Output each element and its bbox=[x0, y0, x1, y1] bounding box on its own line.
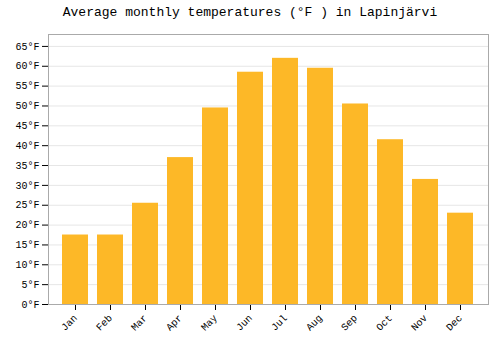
svg-text:Dec: Dec bbox=[444, 313, 465, 334]
svg-text:60°F: 60°F bbox=[15, 61, 39, 72]
svg-text:May: May bbox=[199, 313, 220, 334]
svg-text:20°F: 20°F bbox=[15, 220, 39, 231]
svg-text:15°F: 15°F bbox=[15, 240, 39, 251]
svg-text:Jun: Jun bbox=[234, 313, 255, 334]
svg-text:40°F: 40°F bbox=[15, 141, 39, 152]
svg-text:10°F: 10°F bbox=[15, 260, 39, 271]
svg-text:Jul: Jul bbox=[269, 313, 290, 334]
svg-text:25°F: 25°F bbox=[15, 200, 39, 211]
html-text:Average monthly temperatures (: Average monthly temperatures (°F ) in La… bbox=[62, 5, 438, 20]
svg-text:55°F: 55°F bbox=[15, 81, 39, 92]
svg-text:Mar: Mar bbox=[129, 313, 150, 334]
svg-text:45°F: 45°F bbox=[15, 121, 39, 132]
svg-text:50°F: 50°F bbox=[15, 101, 39, 112]
svg-text:Nov: Nov bbox=[409, 313, 430, 334]
svg-text:Feb: Feb bbox=[94, 313, 115, 334]
svg-text:30°F: 30°F bbox=[15, 181, 39, 192]
svg-text:65°F: 65°F bbox=[15, 42, 39, 53]
svg-text:Aug: Aug bbox=[304, 313, 325, 334]
svg-text:0°F: 0°F bbox=[21, 300, 39, 311]
svg-text:5°F: 5°F bbox=[21, 280, 39, 291]
svg-text:35°F: 35°F bbox=[15, 161, 39, 172]
svg-text:Sep: Sep bbox=[339, 313, 360, 334]
svg-text:Oct: Oct bbox=[374, 313, 395, 334]
svg-text:Jan: Jan bbox=[59, 313, 80, 334]
svg-text:Apr: Apr bbox=[164, 313, 185, 334]
